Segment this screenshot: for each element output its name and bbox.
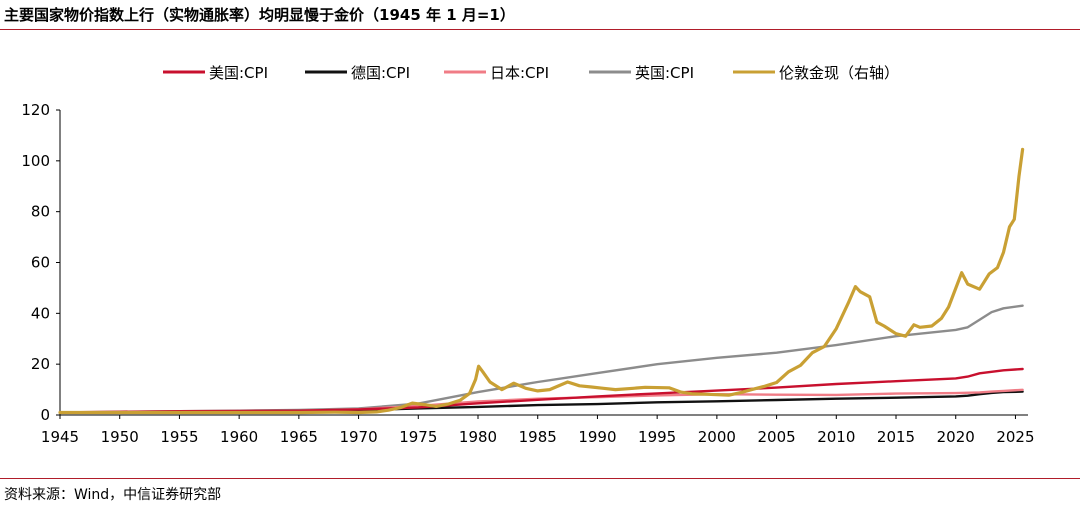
source-divider — [0, 478, 1080, 479]
x-tick-label: 2025 — [996, 428, 1034, 446]
x-tick-label: 1965 — [280, 428, 318, 446]
x-tick-label: 1980 — [459, 428, 497, 446]
x-tick-label: 2000 — [698, 428, 736, 446]
chart-title: 主要国家物价指数上行（实物通胀率）均明显慢于金价（1945 年 1 月=1） — [4, 6, 515, 24]
legend-label: 美国:CPI — [209, 64, 268, 82]
y-tick-label: 20 — [31, 355, 50, 373]
legend-label: 日本:CPI — [490, 64, 549, 82]
x-tick-label: 1975 — [399, 428, 437, 446]
x-tick-label: 1990 — [578, 428, 616, 446]
title-divider — [0, 29, 1080, 30]
x-tick-label: 1955 — [160, 428, 198, 446]
x-tick-label: 1960 — [220, 428, 258, 446]
chart-series — [58, 147, 1025, 415]
series-line-1 — [58, 367, 1024, 414]
legend-label: 德国:CPI — [351, 64, 410, 82]
y-tick-label: 40 — [31, 304, 50, 322]
y-tick-label: 120 — [21, 101, 50, 119]
source-note: 资料来源：Wind，中信证券研究部 — [4, 487, 222, 503]
legend-label: 伦敦金现（右轴） — [779, 64, 899, 82]
x-tick-label: 2020 — [937, 428, 975, 446]
legend-label: 英国:CPI — [635, 64, 694, 82]
x-tick-label: 2005 — [757, 428, 795, 446]
series-line-3 — [58, 388, 1024, 414]
series-line-5 — [58, 147, 1025, 415]
x-tick-label: 1970 — [339, 428, 377, 446]
chart-legend: 美国:CPI 德国:CPI 日本:CPI 英国:CPI 伦敦金现（右轴） — [163, 64, 899, 82]
x-tick-label: 2010 — [817, 428, 855, 446]
y-tick-label: 60 — [31, 254, 50, 272]
x-tick-label: 1945 — [41, 428, 79, 446]
y-tick-label: 80 — [31, 203, 50, 221]
x-tick-label: 1995 — [638, 428, 676, 446]
x-tick-label: 1985 — [519, 428, 557, 446]
y-tick-label: 0 — [40, 406, 50, 424]
y-tick-label: 100 — [21, 152, 50, 170]
x-tick-label: 1950 — [101, 428, 139, 446]
x-tick-label: 2015 — [877, 428, 915, 446]
chart-axes: 0 20 40 60 80 100 120 1945 1950 1955 1960 1965 1970 1… — [21, 101, 1034, 446]
